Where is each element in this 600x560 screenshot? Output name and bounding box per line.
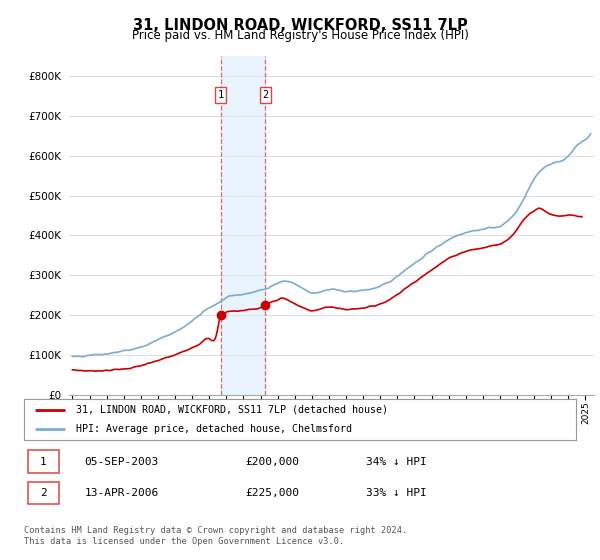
Text: 33% ↓ HPI: 33% ↓ HPI: [366, 488, 427, 498]
FancyBboxPatch shape: [28, 482, 59, 505]
Text: 1: 1: [218, 90, 224, 100]
FancyBboxPatch shape: [28, 450, 59, 473]
Text: 2: 2: [262, 90, 268, 100]
Text: 1: 1: [40, 456, 47, 466]
Text: HPI: Average price, detached house, Chelmsford: HPI: Average price, detached house, Chel…: [76, 423, 352, 433]
Text: Price paid vs. HM Land Registry's House Price Index (HPI): Price paid vs. HM Land Registry's House …: [131, 29, 469, 42]
Bar: [221, 56, 265, 395]
Text: 31, LINDON ROAD, WICKFORD, SS11 7LP (detached house): 31, LINDON ROAD, WICKFORD, SS11 7LP (det…: [76, 405, 388, 415]
Text: 05-SEP-2003: 05-SEP-2003: [85, 456, 159, 466]
Text: Contains HM Land Registry data © Crown copyright and database right 2024.
This d: Contains HM Land Registry data © Crown c…: [24, 526, 407, 546]
Text: £200,000: £200,000: [245, 456, 299, 466]
Text: 31, LINDON ROAD, WICKFORD, SS11 7LP: 31, LINDON ROAD, WICKFORD, SS11 7LP: [133, 18, 467, 33]
Text: 13-APR-2006: 13-APR-2006: [85, 488, 159, 498]
Text: 2: 2: [40, 488, 47, 498]
Text: £225,000: £225,000: [245, 488, 299, 498]
Text: 34% ↓ HPI: 34% ↓ HPI: [366, 456, 427, 466]
